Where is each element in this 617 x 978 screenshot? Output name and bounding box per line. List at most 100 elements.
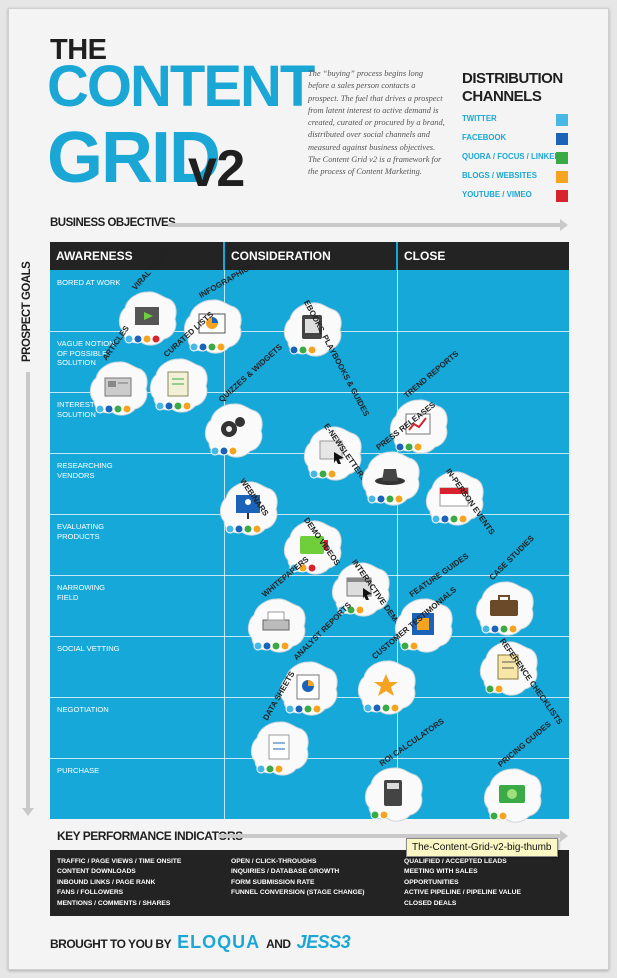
channel-dot <box>309 469 319 479</box>
channel-dot <box>243 524 253 534</box>
distribution-channel-label: YOUTUBE / VIMEO <box>462 190 532 199</box>
briefcase-icon-part <box>498 595 510 602</box>
content-item-badge <box>389 399 448 454</box>
column-divider <box>397 270 398 819</box>
row-label: INTERESTED IN A SOLUTION <box>57 400 122 419</box>
channel-dot <box>458 514 468 524</box>
channel-dot <box>327 469 337 479</box>
footer-brought-by: BROUGHT TO YOU BY <box>50 937 172 951</box>
column-header-close: CLOSE <box>398 242 569 270</box>
row-label: RESEARCHING VENDORS <box>57 461 113 480</box>
channel-dot <box>431 514 441 524</box>
channel-dot <box>124 334 134 344</box>
channel-dot <box>318 469 328 479</box>
channel-dot <box>122 404 132 414</box>
kpi-item: OPEN / CLICK-THROUGHS <box>231 858 317 865</box>
channel-dot <box>376 494 386 504</box>
kpi-arrow <box>218 830 568 842</box>
fedora-hat-icon <box>375 469 405 485</box>
feature-box-icon <box>412 613 434 635</box>
channel-dot <box>400 641 410 651</box>
row-divider <box>50 575 569 576</box>
kpi-item: OPPORTUNITIES <box>404 878 459 886</box>
row-label: SOCIAL VETTING <box>57 644 120 653</box>
channel-dot <box>104 404 114 414</box>
channel-dot <box>303 704 313 714</box>
ebook-reader-icon-part <box>305 319 319 333</box>
channel-dot <box>252 524 262 534</box>
calculator-icon <box>384 780 402 806</box>
content-item-badge <box>118 291 177 346</box>
channel-dot <box>390 703 400 713</box>
channel-dot <box>499 624 509 634</box>
newsletter-cursor-icon-part <box>334 452 344 464</box>
content-item-badge <box>303 426 362 481</box>
distribution-title-line1: DISTRIBUTION <box>462 70 563 87</box>
step-video-icon-part <box>324 540 328 550</box>
gears-icon-part <box>235 417 245 427</box>
kpi-item: ACTIVE PIPELINE / PIPELINE VALUE <box>404 889 521 897</box>
channel-dot <box>312 704 322 714</box>
kpi-item: CONTENT DOWNLOADS <box>57 868 136 876</box>
channel-dot <box>294 704 304 714</box>
ebook-reader-icon <box>302 315 322 339</box>
channel-dot <box>372 703 382 713</box>
presenter-screen-icon <box>236 495 260 519</box>
business-objectives-arrow <box>168 219 568 231</box>
channel-dot <box>189 342 199 352</box>
channel-dot <box>225 524 235 534</box>
intro-paragraph: The “buying” process begins long before … <box>308 69 445 177</box>
gears-icon-part <box>226 426 232 432</box>
row-label: NARROWING FIELD <box>57 583 106 602</box>
channel-dot <box>234 524 244 534</box>
content-item-badge <box>250 721 309 776</box>
channel-dot <box>307 345 317 355</box>
channel-color-swatch <box>556 133 568 145</box>
distribution-channel-label: BLOGS / WEBSITES <box>462 171 537 180</box>
pie-chart-easel-icon <box>198 313 226 334</box>
content-item-badge <box>183 299 242 354</box>
trend-report-icon <box>405 413 431 435</box>
feature-box-icon-part <box>417 618 429 630</box>
content-item-badge <box>475 581 534 636</box>
channel-dot <box>182 401 192 411</box>
checklist-icon <box>497 654 519 680</box>
column-header-awareness: AWARENESS <box>50 242 223 270</box>
channel-dot <box>216 342 226 352</box>
kpi-awareness: TRAFFIC / PAGE VIEWS / TIME ONSITE CONTEN… <box>57 857 181 909</box>
channel-dot <box>370 810 380 820</box>
video-player-icon-part <box>144 312 153 320</box>
content-item-badge <box>425 471 484 526</box>
content-item-badge <box>204 403 263 458</box>
kpi-item: FUNNEL CONVERSION (STAGE CHANGE) <box>231 889 365 897</box>
briefcase-icon-part <box>490 600 518 616</box>
kpi-item: MEETING WITH SALES <box>404 868 478 876</box>
analyst-chart-icon <box>296 674 320 700</box>
distribution-channel: TWITTER <box>462 114 568 128</box>
column-header-consideration: CONSIDERATION <box>225 242 396 270</box>
prospect-goals-text: PROSPECT GOALS <box>21 261 33 362</box>
channel-dot <box>285 704 295 714</box>
channel-dot <box>367 494 377 504</box>
name-badge-icon <box>439 487 469 507</box>
row-label: BORED AT WORK <box>57 278 121 287</box>
column-divider <box>224 270 225 819</box>
channel-dot <box>298 563 308 573</box>
prospect-goals-label: PROSPECT GOALS <box>18 261 38 364</box>
browser-cursor-icon <box>346 577 372 600</box>
content-item-badge <box>149 358 208 413</box>
kpi-item: INQUIRIES / DATABASE GROWTH <box>231 868 340 876</box>
footer-credits: BROUGHT TO YOU BY ELOQUA AND JESS3 <box>50 931 351 953</box>
content-item-badge <box>357 660 416 715</box>
name-badge-icon-part <box>440 488 468 494</box>
channel-dot <box>346 605 356 615</box>
eloqua-logo: ELOQUA <box>177 932 261 952</box>
channel-dot <box>253 641 263 651</box>
content-item-badge <box>479 641 538 696</box>
presenter-screen-icon-part <box>245 499 251 505</box>
image-tooltip: The-Content-Grid-v2-big-thumb <box>406 838 558 857</box>
kpi-item: QUALIFIED / ACCEPTED LEADS <box>404 858 507 865</box>
content-item-badge <box>219 481 278 536</box>
calculator-icon-part <box>387 783 399 789</box>
kpi-title: KEY PERFORMANCE INDICATORS <box>57 829 243 843</box>
